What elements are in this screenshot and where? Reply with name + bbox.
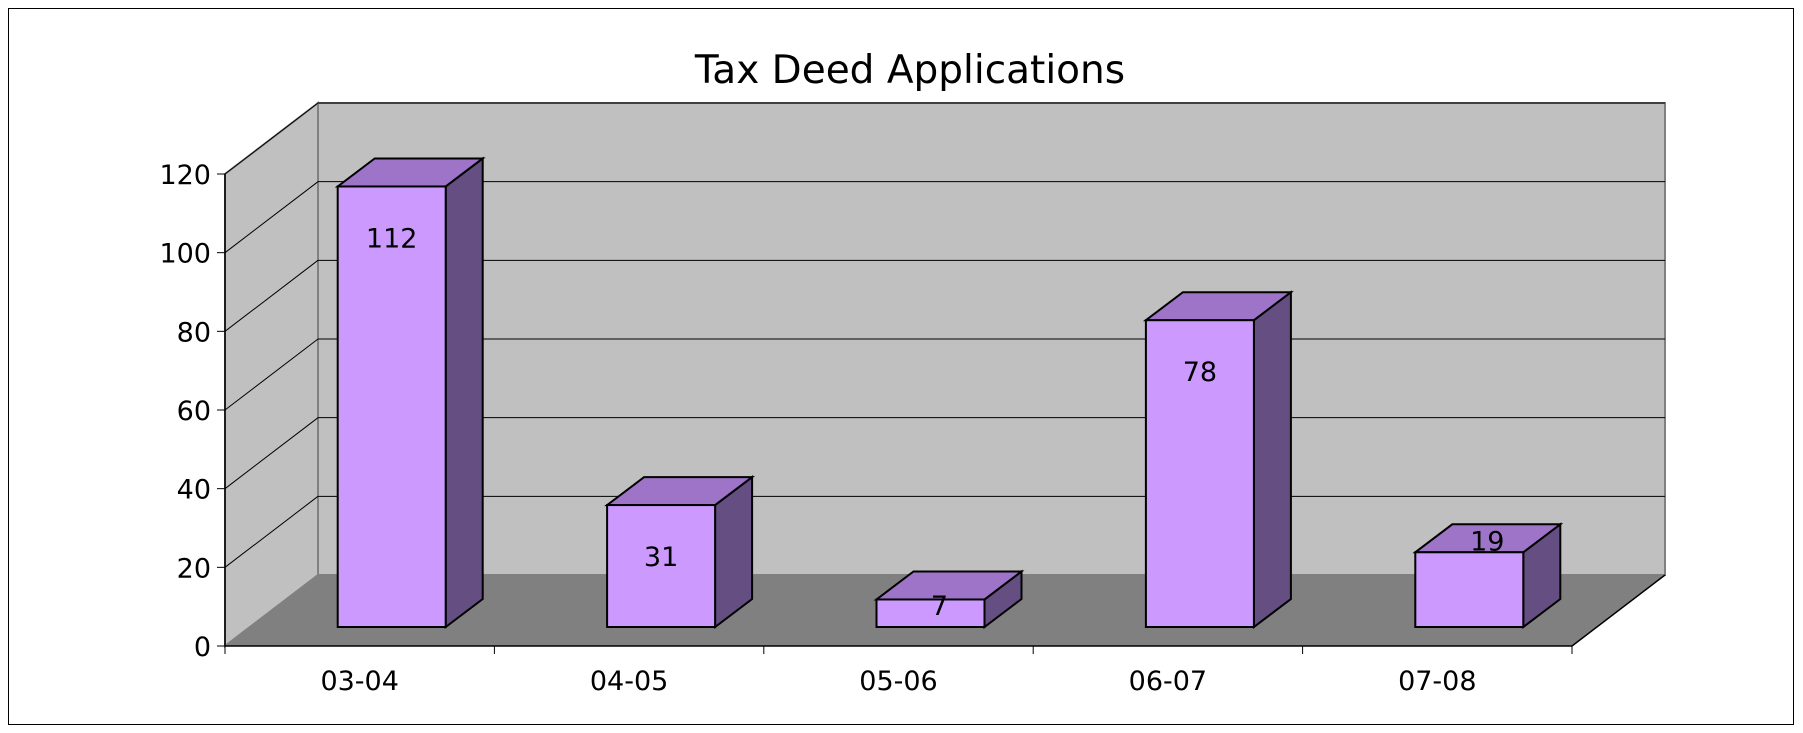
gridline-side [224, 495, 319, 568]
y-tick-label: 80 [177, 317, 211, 348]
gridline-side [224, 338, 319, 411]
gridline-side [224, 181, 319, 254]
x-tick-label: 06-07 [1129, 666, 1207, 697]
y-tick-label: 0 [194, 632, 211, 663]
y-tick-label: 120 [159, 160, 211, 191]
bar-side [444, 156, 484, 630]
bar [336, 185, 447, 628]
data-label: 19 [1470, 526, 1504, 557]
y-tick-label: 20 [177, 553, 211, 584]
gridline-side [224, 102, 319, 175]
floor-edge [1571, 574, 1666, 647]
gridline-side [224, 259, 319, 332]
data-label: 112 [366, 223, 418, 254]
x-tick-label: 07-08 [1398, 666, 1476, 697]
data-label: 7 [931, 591, 948, 622]
bar [1144, 319, 1255, 628]
x-tick-label: 04-05 [590, 666, 668, 697]
x-tick-label: 05-06 [859, 666, 937, 697]
data-label: 78 [1183, 357, 1217, 388]
x-tick-label: 03-04 [320, 666, 398, 697]
chart-title: Tax Deed Applications [694, 48, 1125, 93]
bar-side [1252, 290, 1292, 630]
bar [875, 598, 986, 629]
bar [1414, 551, 1525, 628]
bar [606, 504, 717, 629]
y-tick-label: 60 [177, 396, 211, 427]
chart-plot: 0 20 40 60 80 100 120 112 03-04 31 04-05 7 05-06 78 06… [159, 100, 1666, 697]
gridline-side [224, 417, 319, 490]
y-tick-label: 100 [159, 239, 211, 270]
data-label: 31 [644, 542, 678, 573]
y-tick-label: 40 [177, 475, 211, 506]
